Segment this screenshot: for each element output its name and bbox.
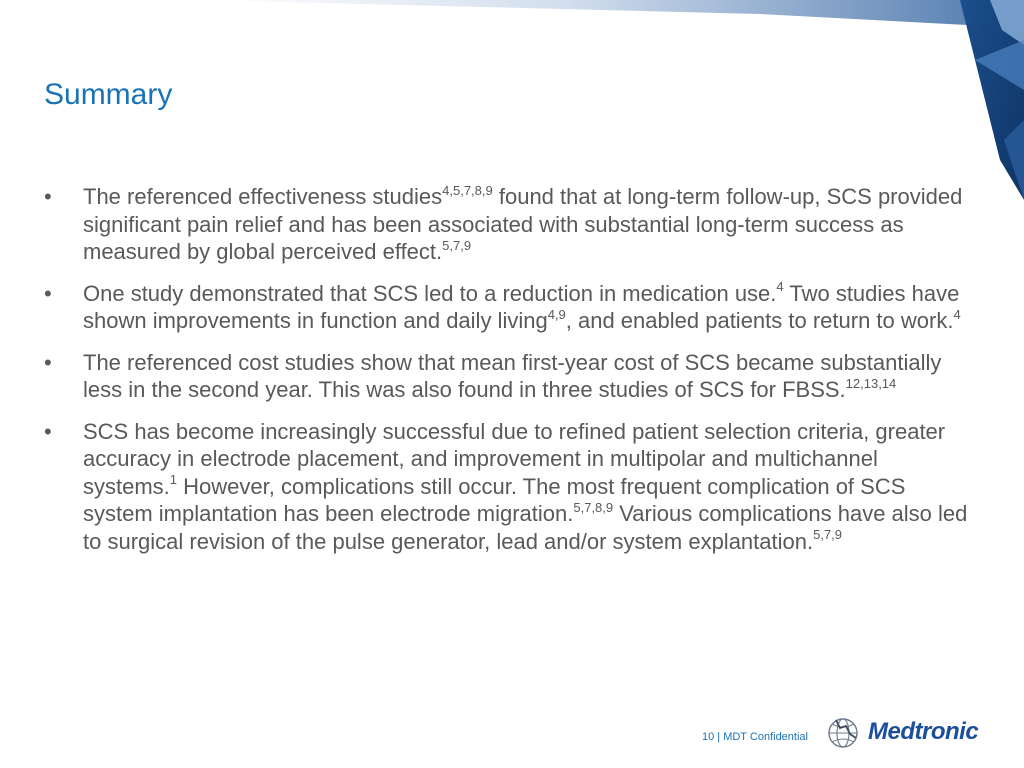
reference-superscript: 4: [776, 279, 784, 295]
bullet-marker: •: [44, 184, 52, 209]
logo-wordmark: Medtronic: [868, 718, 979, 745]
bullet-text: One study demonstrated that SCS led to a…: [83, 280, 777, 306]
page-title: Summary: [44, 78, 173, 111]
bullet-text: However, complications still occur. The …: [83, 473, 906, 527]
medtronic-globe-icon: [828, 718, 858, 748]
reference-superscript: 5,7,8,9: [573, 499, 614, 515]
bullet-text: Various complications have also led to s…: [83, 501, 968, 554]
bullet-text: The referenced effectiveness studies: [83, 184, 443, 209]
reference-superscript: 4: [953, 306, 961, 322]
summary-bullet-list: • The referenced effectiveness studies4,5…: [44, 183, 974, 569]
bullet-text: Two studies have shown improvements in f…: [83, 280, 960, 334]
summary-bullet: • The referenced effectiveness studies4,5…: [44, 183, 974, 266]
summary-bullet: • One study demonstrated that SCS led to …: [44, 280, 974, 335]
reference-superscript: 5,7,9: [813, 527, 843, 543]
bullet-text: found that at long-term follow-up, SCS p…: [83, 184, 963, 264]
reference-superscript: 1: [169, 472, 178, 488]
reference-superscript: 12,13,14: [845, 375, 897, 391]
bullet-marker: •: [44, 280, 52, 306]
bullet-text: , and enabled patients to return to work…: [565, 308, 954, 333]
bullet-text: The referenced cost studies show that me…: [83, 349, 942, 403]
bullet-marker: •: [44, 418, 52, 444]
summary-bullet: • The referenced cost studies show that m…: [44, 349, 974, 404]
reference-superscript: 5,7,9: [442, 237, 472, 253]
footer-page-label: 10 | MDT Confidential: [702, 731, 808, 743]
reference-superscript: 4,5,7,8,9: [442, 182, 493, 198]
bullet-marker: •: [44, 349, 52, 375]
bullet-text: SCS has become increasingly successful d…: [83, 418, 946, 499]
reference-superscript: 4,9: [547, 306, 566, 322]
summary-bullet: • SCS has become increasingly successful …: [44, 418, 974, 556]
